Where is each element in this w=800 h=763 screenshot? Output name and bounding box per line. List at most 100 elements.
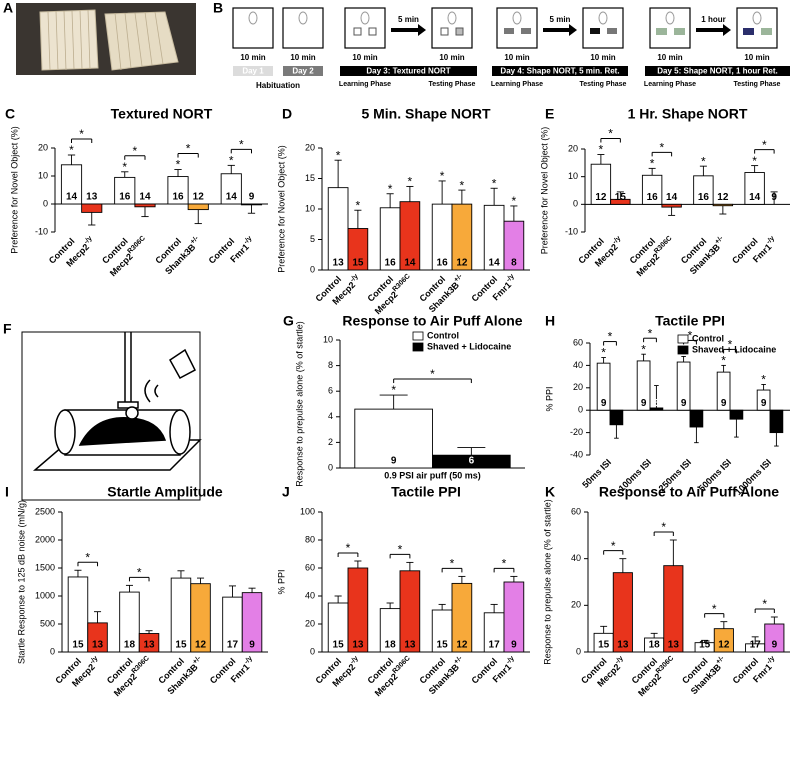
y-tick-label: 6 <box>328 386 333 396</box>
bracket-star: * <box>688 329 693 343</box>
y-tick-label: 0 <box>310 646 315 656</box>
y-axis-label: % PPI <box>544 386 554 411</box>
y-tick-label: 60 <box>305 562 315 572</box>
category-superscript: -/y <box>243 655 254 666</box>
y-tick-label: 20 <box>305 142 315 152</box>
category-superscript: +/- <box>453 654 464 665</box>
chart-title: Response to Air Puff Alone <box>599 484 779 500</box>
day-bar <box>283 66 323 76</box>
significance-star: * <box>408 175 413 189</box>
bracket-star: * <box>85 550 90 564</box>
duration-label: 10 min <box>439 53 464 62</box>
n-label: 12 <box>718 640 730 651</box>
y-tick-label: 80 <box>305 534 315 544</box>
n-label: 6 <box>774 398 780 409</box>
interval-label: 5 min <box>398 15 419 24</box>
category-superscript: -/y <box>83 235 94 246</box>
n-label: 9 <box>249 640 255 651</box>
y-axis-label: Startle Response to 125 dB noise (mN/g) <box>16 500 26 664</box>
object <box>521 28 531 34</box>
object <box>607 28 617 34</box>
n-label: 13 <box>86 192 98 203</box>
startle-apparatus <box>21 331 202 501</box>
significance-star: * <box>650 157 655 171</box>
mouse-icon <box>598 11 608 25</box>
legend-label: Control <box>427 330 459 340</box>
significance-star: * <box>336 148 341 162</box>
object <box>455 27 464 36</box>
duration-label: 10 min <box>657 53 682 62</box>
y-axis-label: % PPI <box>276 569 286 594</box>
arrow-head <box>723 24 731 36</box>
phase-label: Testing Phase <box>734 81 781 88</box>
n-label: 9 <box>511 640 517 651</box>
significance-star: * <box>601 346 606 360</box>
arrow-head <box>418 24 426 36</box>
y-tick-label: 0 <box>576 646 581 656</box>
habituation-label: Habituation <box>256 81 300 90</box>
mouse-icon <box>447 11 457 25</box>
duration-label: 10 min <box>290 53 315 62</box>
category-superscript: -/y <box>614 655 625 666</box>
y-axis-label: Preference for Novel Object (%) <box>539 127 549 255</box>
n-label: 17 <box>227 640 239 651</box>
n-label: 9 <box>249 192 255 203</box>
category-superscript: R306C <box>391 273 411 293</box>
chart-title: 1 Hr. Shape NORT <box>628 106 748 122</box>
y-tick-label: 0 <box>578 405 583 415</box>
n-label: 9 <box>772 640 778 651</box>
y-tick-label: 0 <box>328 462 333 472</box>
bracket-star: * <box>762 597 767 611</box>
n-label: 13 <box>668 640 680 651</box>
chart-title: 5 Min. Shape NORT <box>361 106 491 122</box>
n-label: 15 <box>72 640 84 651</box>
y-tick-label: 60 <box>571 506 581 516</box>
n-label: 6 <box>654 398 660 409</box>
y-tick-label: 60 <box>573 337 583 347</box>
phase-label: Testing Phase <box>580 81 627 88</box>
y-tick-label: 0 <box>50 646 55 656</box>
y-tick-label: -40 <box>570 449 583 459</box>
bracket-star: * <box>611 539 616 553</box>
category-superscript: -/y <box>612 235 623 246</box>
object <box>353 27 362 36</box>
day-label: Day 5: Shape NORT, 1 hour Ret. <box>657 67 777 76</box>
significance-star: * <box>388 182 393 196</box>
legend-label: Shaved + Lidocaine <box>692 344 776 354</box>
significance-star: * <box>229 154 234 168</box>
n-label: 13 <box>617 640 629 651</box>
panel-letter: B <box>213 0 223 16</box>
n-label: 6 <box>694 398 700 409</box>
significance-star: * <box>122 160 127 174</box>
n-label: 16 <box>437 258 449 269</box>
legend-swatch <box>412 342 424 352</box>
panel-letter: E <box>545 106 554 122</box>
panel-letter: C <box>5 106 15 122</box>
category-superscript: -/y <box>243 235 254 246</box>
bracket-star: * <box>137 566 142 580</box>
legend-label: Control <box>692 333 724 343</box>
category-superscript: R306C <box>131 655 151 675</box>
duration-label: 10 min <box>744 53 769 62</box>
mouse-icon <box>360 11 370 25</box>
duration-label: 10 min <box>590 53 615 62</box>
phase-label: Testing Phase <box>429 81 476 88</box>
n-label: 15 <box>333 640 345 651</box>
panel-letter: I <box>5 484 9 500</box>
day-label: Day 2 <box>292 67 314 76</box>
y-tick-label: 20 <box>568 143 578 153</box>
bar <box>134 203 156 208</box>
bracket-star: * <box>430 367 435 381</box>
y-tick-label: 20 <box>571 600 581 610</box>
y-tick-label: 2000 <box>35 534 55 544</box>
n-label: 15 <box>699 640 711 651</box>
significance-star: * <box>176 158 181 172</box>
n-label: 12 <box>195 640 207 651</box>
n-label: 16 <box>172 192 184 203</box>
bracket-star: * <box>608 127 613 141</box>
y-tick-label: 20 <box>573 382 583 392</box>
significance-star: * <box>641 342 646 356</box>
legend-swatch <box>412 331 424 341</box>
significance-star: * <box>721 354 726 368</box>
